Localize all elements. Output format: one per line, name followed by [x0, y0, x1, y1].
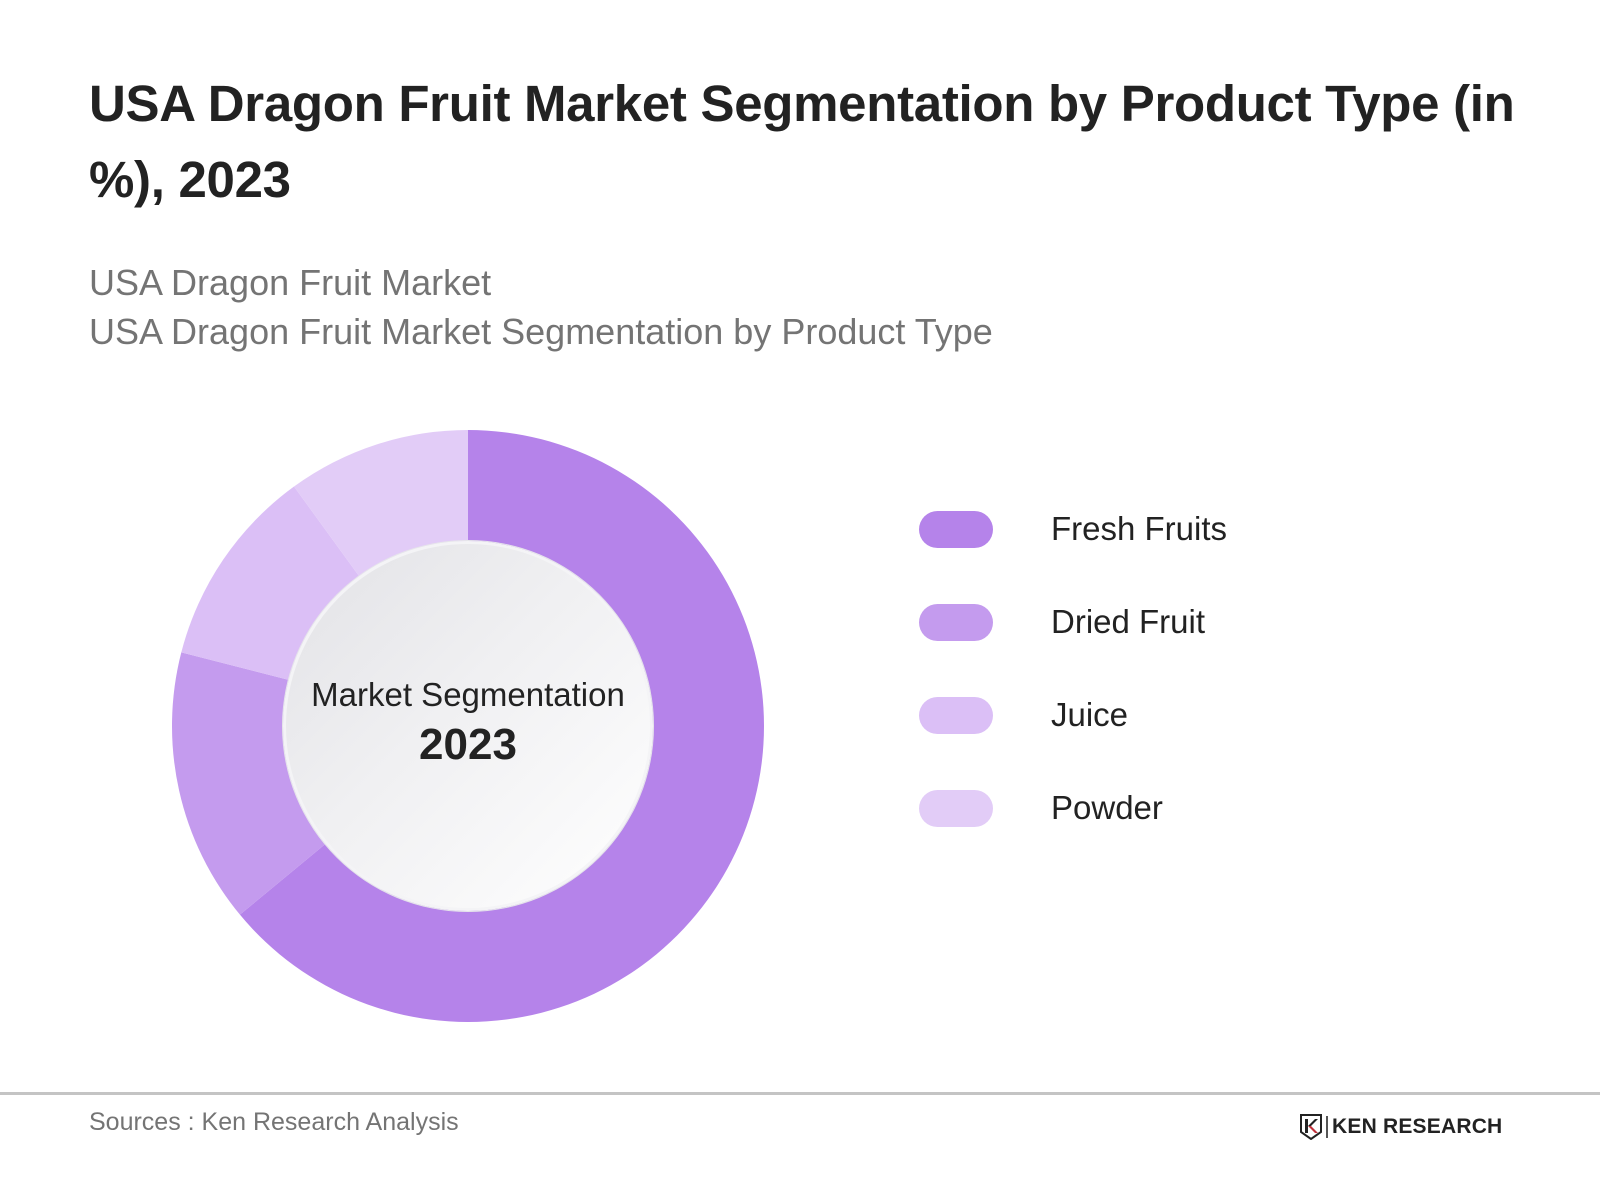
chart-subtitle: USA Dragon Fruit Market USA Dragon Fruit… — [89, 258, 993, 356]
ken-research-shield-k-icon — [1300, 1114, 1322, 1140]
footer-divider — [0, 1092, 1600, 1095]
donut-center: Market Segmentation 2023 — [283, 541, 653, 911]
ken-research-logo: KEN RESEARCH — [1300, 1112, 1502, 1142]
legend-label: Juice — [1051, 696, 1129, 733]
legend-item-fresh-fruits: Fresh Fruits — [919, 510, 1227, 548]
legend-label: Powder — [1051, 789, 1163, 826]
legend-item-juice: Juice — [919, 696, 1227, 734]
legend-item-dried-fruit: Dried Fruit — [919, 603, 1227, 641]
legend-swatch-powder — [919, 789, 993, 827]
legend-label: Fresh Fruits — [1051, 510, 1228, 547]
subtitle-line-2: USA Dragon Fruit Market Segmentation by … — [89, 311, 993, 352]
center-label: Market Segmentation — [311, 676, 625, 713]
legend-swatch-fresh-fruits — [919, 510, 993, 548]
legend-label: Dried Fruit — [1051, 603, 1206, 640]
chart-title: USA Dragon Fruit Market Segmentation by … — [89, 75, 1515, 208]
legend-swatch-dried-fruit — [919, 603, 993, 641]
logo-text: KEN RESEARCH — [1332, 1115, 1503, 1138]
donut-chart: Market Segmentation 2023 — [172, 430, 764, 1022]
source-note: Sources : Ken Research Analysis — [89, 1108, 459, 1136]
subtitle-line-1: USA Dragon Fruit Market — [89, 262, 492, 303]
center-year: 2023 — [419, 720, 517, 769]
logo-separator — [1326, 1116, 1328, 1138]
chart-legend: Fresh Fruits Dried Fruit Juice Powder — [919, 510, 1227, 882]
legend-item-powder: Powder — [919, 789, 1227, 827]
legend-swatch-juice — [919, 696, 993, 734]
